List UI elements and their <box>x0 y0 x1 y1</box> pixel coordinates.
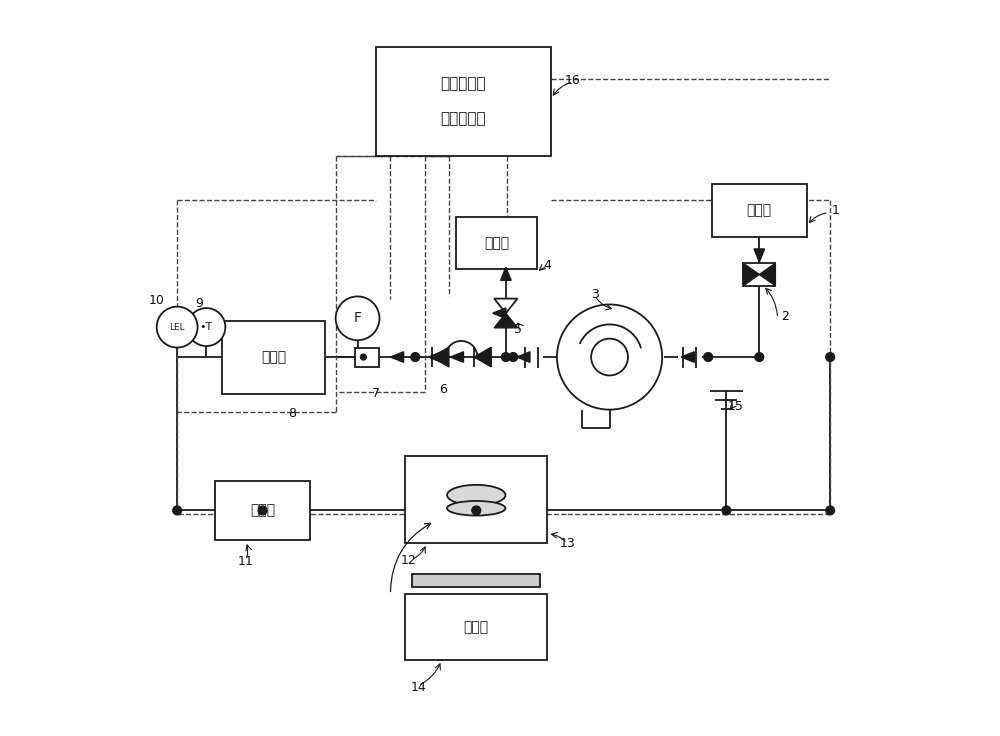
Circle shape <box>509 353 518 361</box>
Bar <box>215 481 310 539</box>
Text: 6: 6 <box>439 383 447 397</box>
Polygon shape <box>494 314 518 328</box>
Circle shape <box>258 506 267 514</box>
Text: 5: 5 <box>514 323 522 336</box>
Circle shape <box>360 354 366 360</box>
Text: 系统控制器

数据采集器: 系统控制器 数据采集器 <box>441 77 486 127</box>
Text: 3: 3 <box>591 289 599 302</box>
Ellipse shape <box>447 501 505 515</box>
Text: •T: •T <box>200 322 213 332</box>
Polygon shape <box>494 299 518 314</box>
Text: 1: 1 <box>832 205 840 217</box>
Text: 进气源: 进气源 <box>747 203 772 217</box>
Text: 11: 11 <box>238 555 254 568</box>
Text: 10: 10 <box>149 294 165 307</box>
Text: 择发器: 择发器 <box>463 492 490 507</box>
Circle shape <box>472 506 481 514</box>
Polygon shape <box>428 352 442 362</box>
Text: 13: 13 <box>559 537 575 550</box>
Bar <box>405 456 547 543</box>
Circle shape <box>557 305 662 410</box>
Polygon shape <box>517 352 530 362</box>
Text: 8: 8 <box>288 407 296 420</box>
Text: 2: 2 <box>781 311 789 323</box>
Bar <box>412 574 540 587</box>
Polygon shape <box>390 352 404 362</box>
Text: 12: 12 <box>401 553 417 567</box>
Circle shape <box>157 307 198 347</box>
Circle shape <box>704 353 713 361</box>
Text: 4: 4 <box>544 259 551 272</box>
Text: 7: 7 <box>372 387 380 400</box>
Polygon shape <box>450 352 463 362</box>
Polygon shape <box>754 249 765 262</box>
Circle shape <box>411 353 420 361</box>
Polygon shape <box>759 263 775 286</box>
Polygon shape <box>432 347 449 367</box>
Circle shape <box>826 506 835 514</box>
Text: LEL: LEL <box>169 322 185 332</box>
Polygon shape <box>493 308 506 319</box>
Bar <box>376 46 551 156</box>
Bar <box>355 347 379 367</box>
Circle shape <box>336 297 379 340</box>
Circle shape <box>755 353 764 361</box>
Text: 收集器: 收集器 <box>484 236 509 250</box>
Text: 秤重器: 秤重器 <box>464 620 489 634</box>
Text: F: F <box>354 311 362 325</box>
Text: 疏导器: 疏导器 <box>250 503 275 517</box>
Circle shape <box>501 353 510 361</box>
Circle shape <box>722 506 731 514</box>
Circle shape <box>826 353 835 361</box>
Bar <box>456 217 537 269</box>
Text: 16: 16 <box>565 74 581 88</box>
Polygon shape <box>681 352 694 362</box>
Polygon shape <box>501 267 511 280</box>
Text: 14: 14 <box>410 681 426 694</box>
Text: 9: 9 <box>195 297 203 310</box>
Bar <box>222 320 325 394</box>
Bar <box>405 595 547 660</box>
Polygon shape <box>743 263 759 286</box>
Text: 15: 15 <box>727 400 743 413</box>
Text: 加热器: 加热器 <box>261 350 286 364</box>
Circle shape <box>173 506 182 514</box>
Bar <box>743 263 775 286</box>
Bar <box>712 184 807 236</box>
Circle shape <box>591 339 628 375</box>
Polygon shape <box>474 347 491 367</box>
Circle shape <box>187 308 225 346</box>
Ellipse shape <box>447 485 505 506</box>
